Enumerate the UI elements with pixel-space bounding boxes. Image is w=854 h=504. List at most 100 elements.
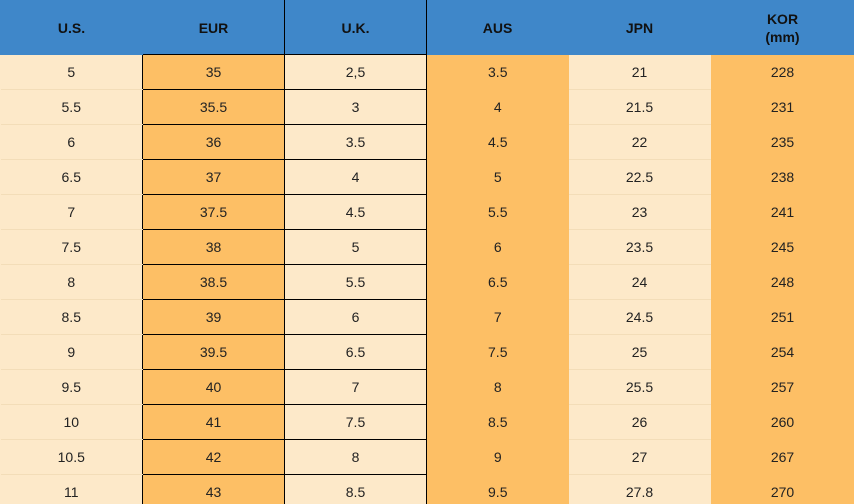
size-row: 6.5 37 4 5 22.5 238 — [0, 159, 854, 195]
size-cell: 7.5 — [0, 229, 143, 265]
header-cell: U.S. — [0, 0, 143, 55]
size-cell: 5 — [284, 229, 427, 265]
size-cell: 37 — [142, 159, 285, 195]
header-cell: AUS — [426, 0, 569, 55]
size-cell: 9.5 — [426, 474, 569, 504]
size-cell: 7.5 — [284, 404, 427, 440]
size-cell: 6.5 — [284, 334, 427, 370]
size-cell: 7 — [0, 194, 143, 230]
size-row: 10.5 42 8 9 27 267 — [0, 439, 854, 475]
size-cell: 254 — [710, 334, 854, 370]
size-cell: 41 — [142, 404, 285, 440]
size-cell: 40 — [142, 369, 285, 405]
size-cell: 248 — [710, 264, 854, 300]
header-cell: KOR (mm) — [710, 0, 854, 55]
size-cell: 4.5 — [426, 124, 569, 160]
size-cell: 231 — [710, 89, 854, 125]
size-cell: 24.5 — [568, 299, 711, 335]
size-cell: 27.8 — [568, 474, 711, 504]
size-cell: 5.5 — [426, 194, 569, 230]
size-cell: 4 — [284, 159, 427, 195]
size-cell: 38.5 — [142, 264, 285, 300]
size-cell: 22.5 — [568, 159, 711, 195]
size-cell: 5.5 — [284, 264, 427, 300]
size-cell: 7.5 — [426, 334, 569, 370]
size-cell: 4.5 — [284, 194, 427, 230]
size-cell: 35 — [142, 54, 285, 90]
size-cell: 8.5 — [426, 404, 569, 440]
size-row: 9.5 40 7 8 25.5 257 — [0, 369, 854, 405]
size-cell: 5 — [426, 159, 569, 195]
size-row: 8 38.5 5.5 6.5 24 248 — [0, 264, 854, 300]
size-row: 5.5 35.5 3 4 21.5 231 — [0, 89, 854, 125]
size-cell: 22 — [568, 124, 711, 160]
size-cell: 3.5 — [284, 124, 427, 160]
size-cell: 21.5 — [568, 89, 711, 125]
size-row: 9 39.5 6.5 7.5 25 254 — [0, 334, 854, 370]
size-cell: 6.5 — [426, 264, 569, 300]
size-cell: 3 — [284, 89, 427, 125]
size-cell: 6 — [0, 124, 143, 160]
size-cell: 38 — [142, 229, 285, 265]
size-cell: 5.5 — [0, 89, 143, 125]
size-cell: 39.5 — [142, 334, 285, 370]
size-cell: 8.5 — [284, 474, 427, 504]
size-cell: 9.5 — [0, 369, 143, 405]
size-cell: 235 — [710, 124, 854, 160]
size-row: 11 43 8.5 9.5 27.8 270 — [0, 474, 854, 504]
size-cell: 37.5 — [142, 194, 285, 230]
size-row: 10 41 7.5 8.5 26 260 — [0, 404, 854, 440]
size-cell: 10 — [0, 404, 143, 440]
size-cell: 6.5 — [0, 159, 143, 195]
size-cell: 4 — [426, 89, 569, 125]
size-cell: 36 — [142, 124, 285, 160]
size-row: 7.5 38 5 6 23.5 245 — [0, 229, 854, 265]
size-cell: 8.5 — [0, 299, 143, 335]
size-cell: 10.5 — [0, 439, 143, 475]
size-cell: 238 — [710, 159, 854, 195]
size-cell: 26 — [568, 404, 711, 440]
size-cell: 9 — [426, 439, 569, 475]
size-cell: 21 — [568, 54, 711, 90]
size-cell: 23.5 — [568, 229, 711, 265]
size-cell: 8 — [426, 369, 569, 405]
size-cell: 3.5 — [426, 54, 569, 90]
size-cell: 228 — [710, 54, 854, 90]
size-cell: 270 — [710, 474, 854, 504]
size-cell: 23 — [568, 194, 711, 230]
header-row: U.S. EUR U.K. AUS JPN KOR (mm) — [0, 0, 854, 55]
size-cell: 25 — [568, 334, 711, 370]
size-cell: 42 — [142, 439, 285, 475]
size-cell: 6 — [284, 299, 427, 335]
size-cell: 267 — [710, 439, 854, 475]
size-cell: 39 — [142, 299, 285, 335]
size-cell: 241 — [710, 194, 854, 230]
size-row: 5 35 2,5 3.5 21 228 — [0, 54, 854, 90]
size-cell: 8 — [0, 264, 143, 300]
header-cell: EUR — [142, 0, 285, 55]
header-cell: JPN — [568, 0, 711, 55]
size-cell: 7 — [426, 299, 569, 335]
size-cell: 257 — [710, 369, 854, 405]
size-cell: 5 — [0, 54, 143, 90]
size-row: 6 36 3.5 4.5 22 235 — [0, 124, 854, 160]
size-cell: 35.5 — [142, 89, 285, 125]
size-cell: 27 — [568, 439, 711, 475]
size-cell: 24 — [568, 264, 711, 300]
size-cell: 11 — [0, 474, 143, 504]
size-row: 8.5 39 6 7 24.5 251 — [0, 299, 854, 335]
size-row: 7 37.5 4.5 5.5 23 241 — [0, 194, 854, 230]
size-cell: 260 — [710, 404, 854, 440]
size-cell: 245 — [710, 229, 854, 265]
size-cell: 9 — [0, 334, 143, 370]
size-cell: 6 — [426, 229, 569, 265]
size-cell: 7 — [284, 369, 427, 405]
size-cell: 251 — [710, 299, 854, 335]
header-cell: U.K. — [284, 0, 427, 55]
size-cell: 25.5 — [568, 369, 711, 405]
size-cell: 8 — [284, 439, 427, 475]
size-cell: 2,5 — [284, 54, 427, 90]
size-cell: 43 — [142, 474, 285, 504]
